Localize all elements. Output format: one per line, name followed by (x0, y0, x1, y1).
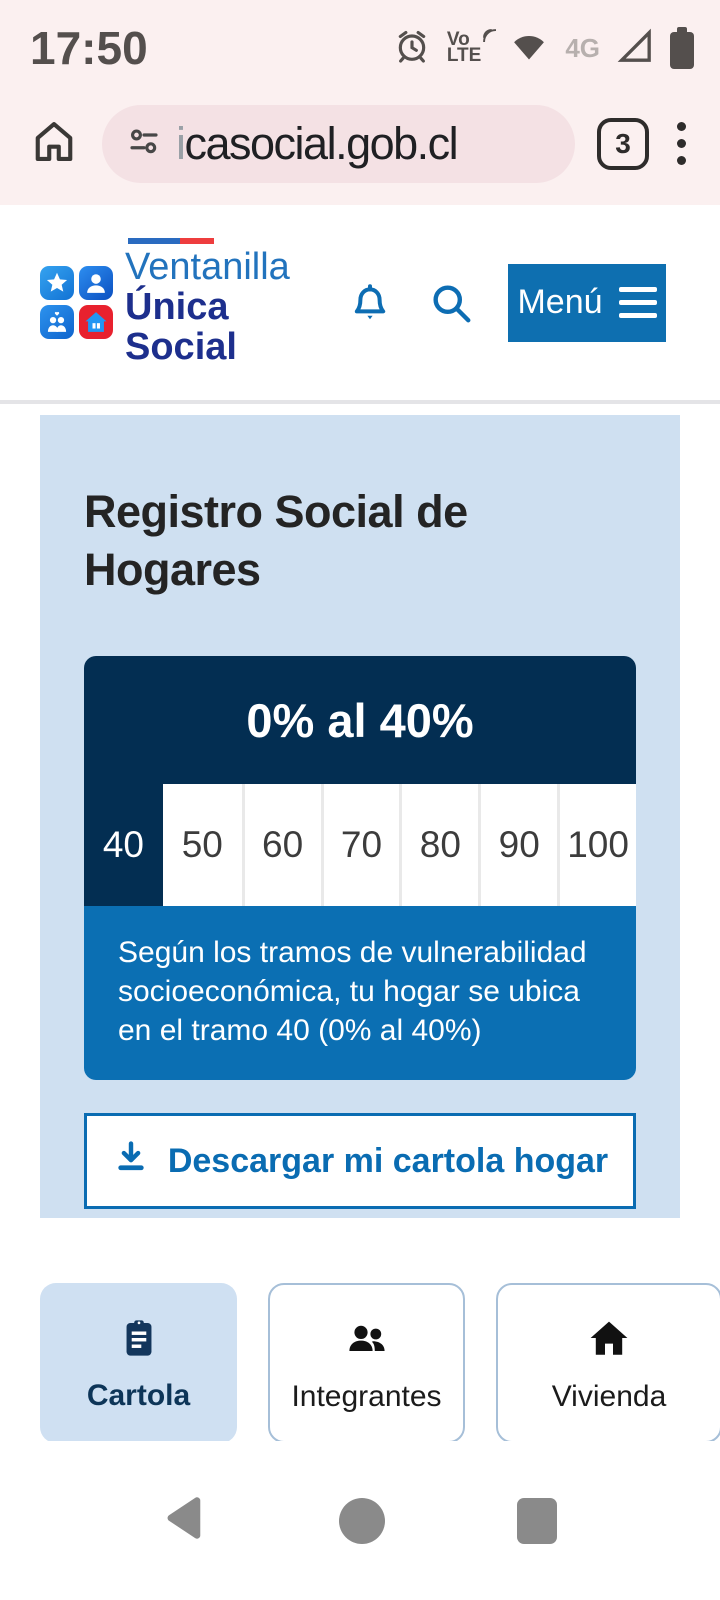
house-icon (585, 1314, 633, 1370)
clipboard-icon (116, 1315, 162, 1369)
site-settings-icon[interactable] (126, 123, 162, 164)
hamburger-icon (618, 287, 657, 318)
search-icon[interactable] (428, 280, 474, 326)
card-label: Integrantes (291, 1380, 442, 1413)
tramo-cell: 60 (241, 784, 321, 906)
tramo-cell: 80 (399, 784, 479, 906)
tab-switcher-button[interactable]: 3 (597, 117, 649, 170)
alarm-icon (392, 26, 432, 71)
status-icons: Vo LTE 4G (392, 26, 694, 71)
site-header: Ventanilla Única Social Menú (0, 205, 720, 404)
flag-line (128, 238, 214, 244)
wifi-icon (510, 27, 548, 70)
card-label: Cartola (86, 1379, 191, 1412)
tramo-widget: 0% al 40% 40 50 60 70 80 90 100 Según lo… (84, 656, 636, 1080)
star-tile-icon (40, 266, 74, 300)
notifications-bell-icon[interactable] (346, 279, 394, 327)
brand-line2: Única Social (125, 286, 237, 368)
house-tile-icon (79, 305, 113, 339)
header-actions: Menú (346, 263, 666, 342)
download-cartola-button[interactable]: Descargar mi cartola hogar (84, 1113, 636, 1209)
brand-text: Ventanilla Única Social (125, 238, 346, 367)
card-cartola[interactable]: Cartola (40, 1283, 237, 1443)
card-vivienda[interactable]: Vivienda (496, 1283, 720, 1443)
battery-icon (670, 27, 694, 69)
tramo-scale: 40 50 60 70 80 90 100 (84, 784, 636, 906)
nav-home-icon[interactable] (339, 1497, 385, 1544)
category-cards: Cartola Integrantes Vivienda (40, 1283, 720, 1443)
card-integrantes[interactable]: Integrantes (268, 1283, 465, 1443)
clock: 17:50 (30, 22, 148, 74)
nav-back-icon[interactable] (163, 1494, 207, 1547)
page-title: Registro Social de Hogares (84, 486, 468, 595)
rsh-panel: Registro Social de Hogares 0% al 40% 40 … (40, 415, 680, 1218)
url-text[interactable]: icasocial.gob.cl (176, 117, 459, 169)
tramo-cell: 100 (557, 784, 636, 906)
tramo-cell: 50 (162, 784, 242, 906)
status-bar: 17:50 Vo LTE 4G (0, 0, 720, 90)
logo-tiles (40, 266, 113, 339)
browser-toolbar: icasocial.gob.cl 3 (0, 90, 720, 205)
browser-menu-icon[interactable] (671, 118, 692, 169)
tramo-cell-selected: 40 (84, 784, 163, 906)
volte-icon: Vo LTE (447, 29, 497, 65)
home-icon[interactable] (28, 115, 80, 172)
download-icon (112, 1138, 150, 1185)
card-label: Vivienda (551, 1380, 667, 1413)
nav-recents-icon[interactable] (517, 1497, 557, 1544)
tramo-description: Según los tramos de vulnerabilidad socio… (84, 906, 636, 1080)
tramo-cell: 90 (478, 784, 558, 906)
signal-icon (615, 26, 655, 71)
brand-line1: Ventanilla (125, 246, 290, 288)
people-icon (343, 1314, 391, 1370)
url-bar[interactable]: icasocial.gob.cl (102, 104, 575, 183)
family-tile-icon (40, 305, 74, 339)
tramo-cell: 70 (320, 784, 400, 906)
menu-button[interactable]: Menú (508, 263, 666, 342)
site-logo[interactable]: Ventanilla Única Social (40, 238, 346, 367)
network-type-label: 4G (565, 32, 600, 63)
android-navigation-bar (0, 1441, 720, 1600)
tramo-range-label: 0% al 40% (84, 656, 636, 784)
person-tile-icon (79, 266, 113, 300)
